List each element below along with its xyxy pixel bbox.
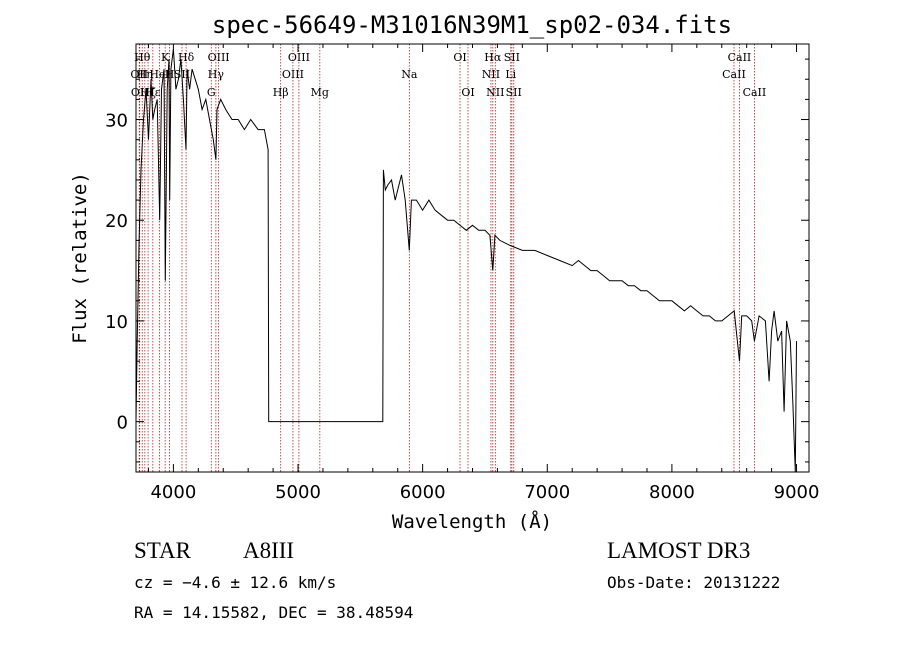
- redshift-value: cz = −4.6 ± 12.6 km/s: [134, 573, 337, 592]
- line-label-18: Na: [401, 68, 418, 81]
- line-label-1: OII: [131, 86, 149, 99]
- line-label-20: OI: [461, 86, 474, 99]
- line-label-24: Li: [505, 68, 516, 81]
- survey-name: LAMOST DR3: [607, 538, 751, 563]
- x-tick-label: 7000: [524, 482, 570, 503]
- line-label-16: OIII: [288, 51, 310, 64]
- line-label-0: OII: [130, 68, 148, 81]
- line-label-12: Hγ: [208, 68, 225, 81]
- y-axis-ticks: 0 10 20 30: [105, 58, 809, 463]
- y-tick-label: 30: [105, 111, 128, 132]
- line-label-29: CaII: [743, 86, 767, 99]
- x-axis-ticks: 4000 5000 6000 7000 8000 9000: [147, 44, 820, 503]
- y-axis-label: Flux (relative): [69, 172, 91, 344]
- line-label-5: Hε: [145, 86, 161, 99]
- line-label-28: CaII: [728, 51, 752, 64]
- line-label-25: SII: [504, 51, 520, 64]
- y-tick-label: 0: [117, 413, 128, 434]
- line-label-11: G: [207, 86, 216, 99]
- line-label-10: Hδ: [178, 51, 195, 64]
- line-label-22: Hα: [484, 51, 502, 64]
- line-label-2: Hθ: [134, 51, 151, 64]
- spectral-subclass: A8III: [243, 538, 295, 563]
- coordinates: RA = 14.15582, DEC = 38.48594: [134, 603, 414, 622]
- y-tick-label: 20: [105, 211, 128, 232]
- line-label-7: K: [161, 51, 170, 64]
- emission-line-markers: [138, 44, 755, 472]
- x-tick-label: 8000: [649, 482, 695, 503]
- y-tick-label: 10: [105, 312, 128, 333]
- line-label-27: CaII: [722, 68, 746, 81]
- spectrum-line: [135, 48, 797, 473]
- line-label-3: Hη: [137, 68, 153, 81]
- x-tick-label: 5000: [275, 482, 321, 503]
- line-label-23: NII: [486, 86, 504, 99]
- line-label-26: SII: [506, 86, 522, 99]
- object-class: STAR: [134, 538, 191, 563]
- line-label-17: Mg: [311, 86, 329, 99]
- x-tick-label: 9000: [774, 482, 820, 503]
- chart-title: spec-56649-M31016N39M1_sp02-034.fits: [212, 11, 732, 39]
- line-label-19: OI: [453, 51, 466, 64]
- x-tick-label: 4000: [150, 482, 196, 503]
- line-label-21: NII: [482, 68, 500, 81]
- x-axis-label: Wavelength (Å): [392, 510, 552, 533]
- x-tick-label: 6000: [400, 482, 446, 503]
- plot-frame: [135, 43, 810, 473]
- line-label-15: OIII: [282, 68, 304, 81]
- line-label-6: HeI: [149, 68, 169, 81]
- line-label-14: Hβ: [273, 86, 289, 99]
- line-label-13: OIII: [208, 51, 230, 64]
- observation-date: Obs-Date: 20131222: [607, 573, 781, 592]
